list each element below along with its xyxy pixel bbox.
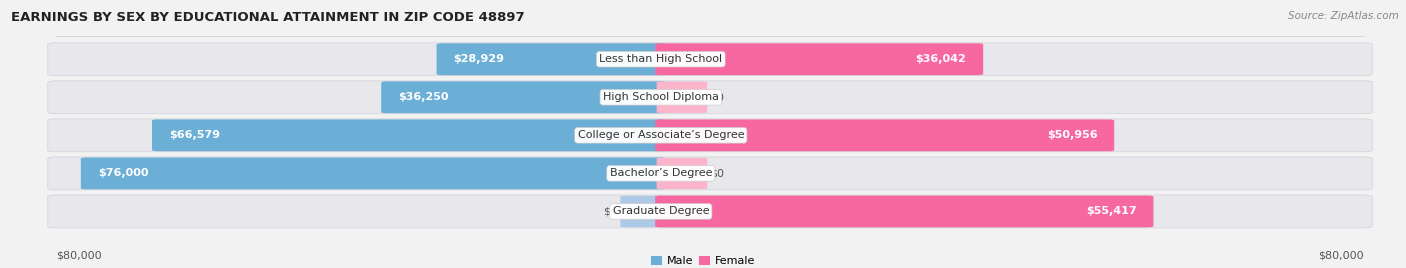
Text: $66,579: $66,579 bbox=[169, 130, 219, 140]
FancyBboxPatch shape bbox=[655, 43, 983, 75]
Text: $55,417: $55,417 bbox=[1085, 206, 1136, 217]
FancyBboxPatch shape bbox=[437, 43, 666, 75]
FancyBboxPatch shape bbox=[48, 195, 1372, 228]
FancyBboxPatch shape bbox=[655, 120, 1114, 151]
Text: $36,042: $36,042 bbox=[915, 54, 966, 64]
FancyBboxPatch shape bbox=[48, 119, 1372, 152]
FancyBboxPatch shape bbox=[48, 81, 1372, 114]
FancyBboxPatch shape bbox=[657, 158, 707, 189]
Text: $80,000: $80,000 bbox=[1319, 251, 1364, 261]
Legend: Male, Female: Male, Female bbox=[651, 256, 755, 266]
Text: Source: ZipAtlas.com: Source: ZipAtlas.com bbox=[1288, 11, 1399, 21]
Text: $36,250: $36,250 bbox=[398, 92, 449, 102]
Text: Graduate Degree: Graduate Degree bbox=[613, 206, 709, 217]
FancyBboxPatch shape bbox=[48, 43, 1372, 76]
Text: Bachelor’s Degree: Bachelor’s Degree bbox=[610, 168, 711, 178]
Text: $50,956: $50,956 bbox=[1046, 130, 1097, 140]
Text: $0: $0 bbox=[710, 168, 724, 178]
Text: $80,000: $80,000 bbox=[56, 251, 101, 261]
FancyBboxPatch shape bbox=[655, 196, 1153, 227]
FancyBboxPatch shape bbox=[657, 82, 707, 113]
Text: EARNINGS BY SEX BY EDUCATIONAL ATTAINMENT IN ZIP CODE 48897: EARNINGS BY SEX BY EDUCATIONAL ATTAINMEN… bbox=[11, 11, 524, 24]
Text: High School Diploma: High School Diploma bbox=[603, 92, 718, 102]
FancyBboxPatch shape bbox=[381, 81, 666, 113]
Text: $76,000: $76,000 bbox=[98, 168, 148, 178]
FancyBboxPatch shape bbox=[152, 120, 666, 151]
Text: $28,929: $28,929 bbox=[454, 54, 505, 64]
Text: College or Associate’s Degree: College or Associate’s Degree bbox=[578, 130, 744, 140]
Text: $0: $0 bbox=[603, 206, 617, 217]
FancyBboxPatch shape bbox=[620, 196, 665, 227]
Text: $0: $0 bbox=[710, 92, 724, 102]
FancyBboxPatch shape bbox=[48, 157, 1372, 190]
Text: Less than High School: Less than High School bbox=[599, 54, 723, 64]
FancyBboxPatch shape bbox=[82, 158, 666, 189]
